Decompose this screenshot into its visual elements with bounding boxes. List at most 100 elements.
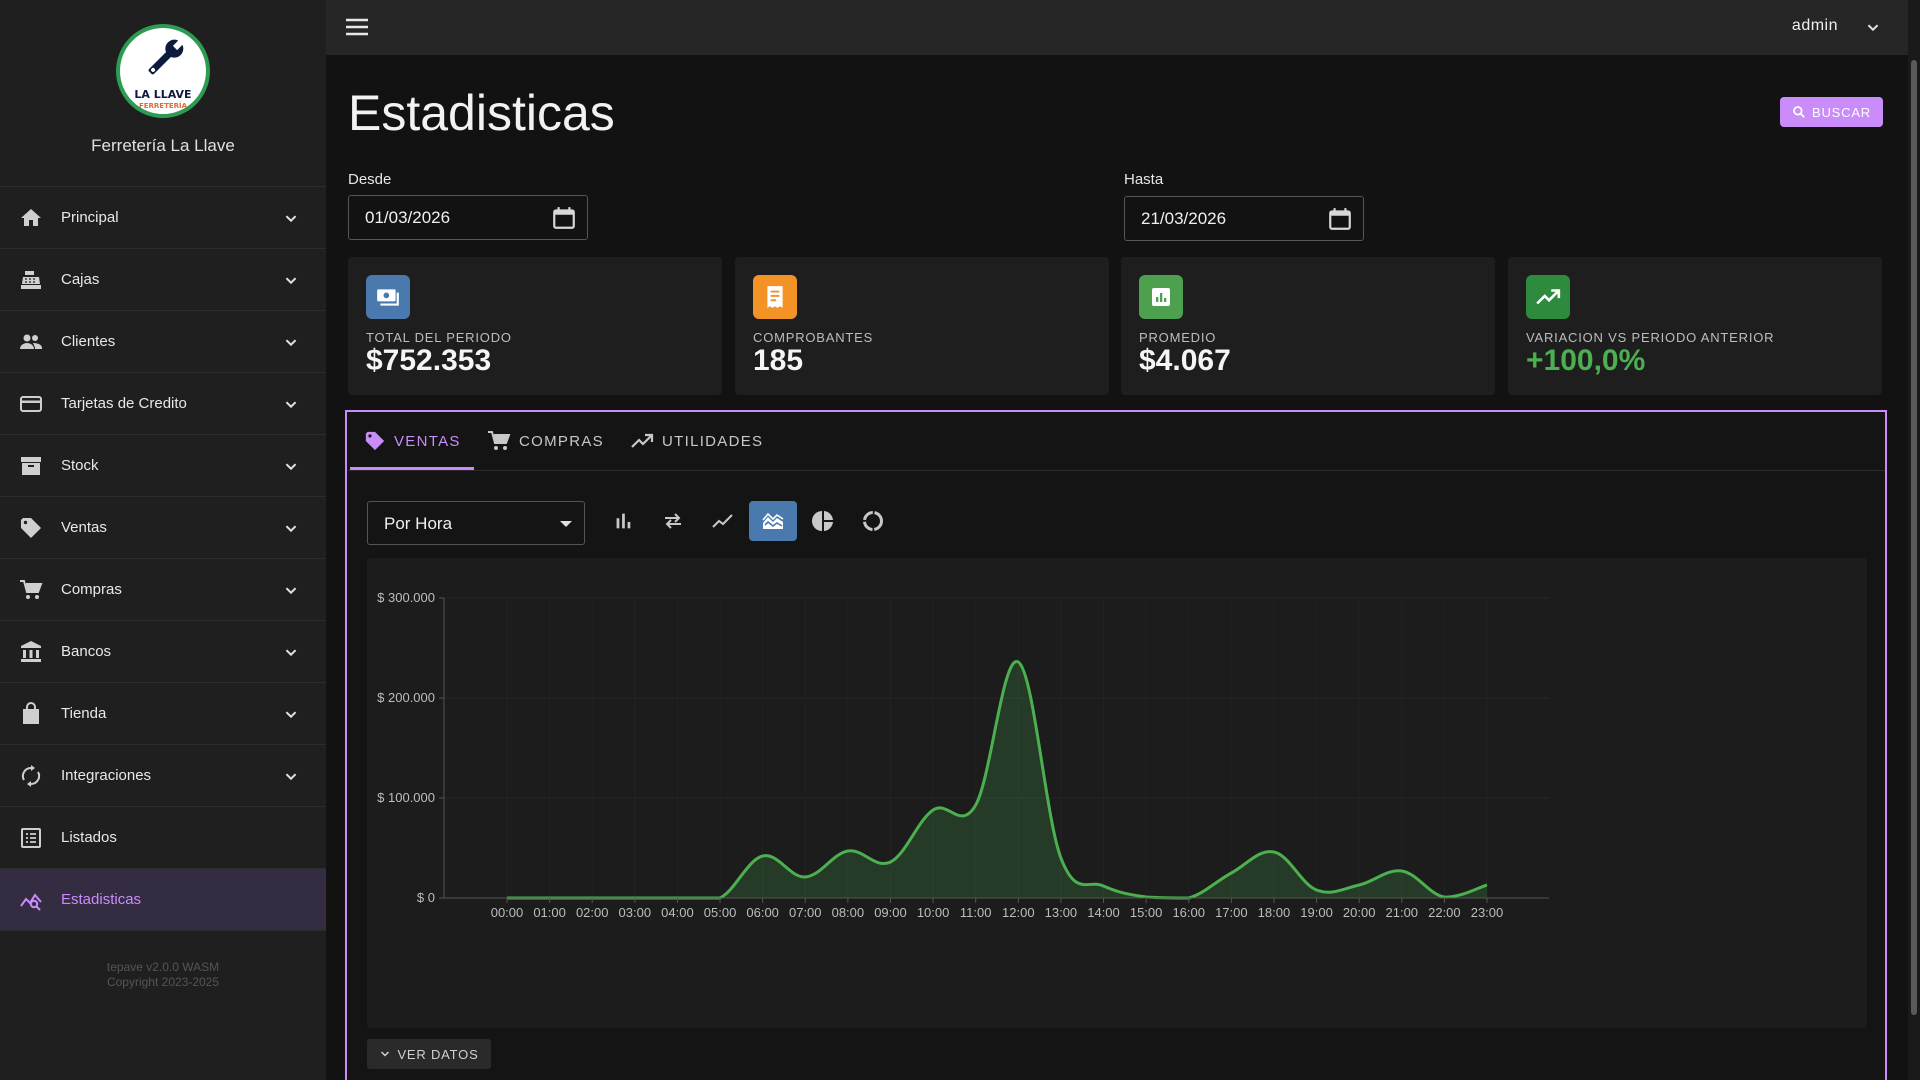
sidebar-item-label: Tarjetas de Credito (61, 395, 187, 412)
x-tick-label: 13:00 (1045, 905, 1078, 920)
copyright: Copyright 2023-2025 (106, 975, 220, 989)
sidebar: LA LLAVE FERRETERÍA Ferretería La Llave … (0, 0, 326, 1080)
y-tick-label: $ 300.000 (377, 590, 435, 605)
card-value: 185 (753, 344, 804, 377)
calendar-icon[interactable] (551, 205, 577, 231)
sidebar-item-clientes[interactable]: Clientes (0, 311, 326, 373)
area-chart: $ 0 $ 100.000 $ 200.000 $ 300.000 00:00 01:00… (377, 590, 1549, 920)
chevron-down-icon (285, 587, 297, 595)
x-tick-label: 06:00 (746, 905, 779, 920)
x-tick-label: 09:00 (874, 905, 907, 920)
y-tick-label: $ 200.000 (377, 690, 435, 705)
chevron-down-icon (285, 401, 297, 409)
sidebar-item-ventas[interactable]: Ventas (0, 497, 326, 559)
card-icon-bg (366, 275, 410, 319)
sidebar-item-label: Stock (61, 457, 99, 474)
chevron-down-icon (285, 277, 297, 285)
chart-type-pie-button[interactable] (799, 501, 847, 541)
x-tick-label: 21:00 (1386, 905, 1419, 920)
data-point[interactable] (760, 853, 766, 859)
tab-ventas[interactable]: VENTAS (364, 412, 461, 470)
sidebar-item-bancos[interactable]: Bancos (0, 621, 326, 683)
data-point[interactable] (1356, 882, 1362, 888)
sidebar-item-cajas[interactable]: Cajas (0, 249, 326, 311)
sidebar-item-label: Compras (61, 581, 122, 598)
app-bar: admin (326, 0, 1908, 55)
chevron-down-icon (285, 215, 297, 223)
sidebar-nav: Principal Cajas Clientes Tarjetas de Cre… (0, 187, 326, 931)
chart-type-area-button[interactable] (749, 501, 797, 541)
sidebar-item-integraciones[interactable]: Integraciones (0, 745, 326, 807)
x-tick-label: 07:00 (789, 905, 822, 920)
page-scrollbar[interactable] (1908, 0, 1920, 1080)
tab-label: UTILIDADES (662, 432, 764, 450)
hamburger-menu-icon[interactable] (344, 15, 370, 39)
sidebar-item-estadisticas[interactable]: Estadisticas (0, 869, 326, 931)
cart-icon (488, 431, 511, 450)
chart-type-donut-button[interactable] (849, 501, 897, 541)
calendar-icon[interactable] (1327, 206, 1353, 232)
chart-type-line-button[interactable] (699, 501, 747, 541)
desde-input[interactable] (365, 206, 535, 230)
data-point[interactable] (1015, 659, 1021, 665)
sidebar-item-compras[interactable]: Compras (0, 559, 326, 621)
x-tick-label: 15:00 (1130, 905, 1163, 920)
card-icon-bg (1139, 275, 1183, 319)
scrollbar-thumb[interactable] (1911, 60, 1917, 1015)
tab-label: VENTAS (394, 432, 461, 450)
data-point[interactable] (1484, 882, 1490, 888)
hasta-input[interactable] (1141, 207, 1311, 231)
sidebar-item-tienda[interactable]: Tienda (0, 683, 326, 745)
chevron-down-icon[interactable] (1862, 16, 1884, 38)
company-logo: LA LLAVE FERRETERÍA (116, 24, 210, 118)
sidebar-item-stock[interactable]: Stock (0, 435, 326, 497)
tab-compras[interactable]: COMPRAS (487, 412, 604, 470)
x-tick-label: 05:00 (704, 905, 737, 920)
data-point[interactable] (802, 874, 808, 880)
shopping-bag-icon (23, 702, 39, 724)
data-point[interactable] (930, 807, 936, 813)
data-point[interactable] (887, 859, 893, 865)
group-by-value: Por Hora (384, 514, 453, 533)
stat-card-variacion: VARIACION VS PERIODO ANTERIOR +100,0% (1508, 257, 1882, 395)
bar-chart-icon (616, 513, 631, 529)
sidebar-item-label: Bancos (61, 643, 112, 660)
search-icon (1793, 106, 1805, 118)
logo-subtext: FERRETERÍA (138, 102, 188, 110)
x-tick-label: 03:00 (619, 905, 652, 920)
chart-type-bar-button[interactable] (599, 501, 647, 541)
x-tick-label: 22:00 (1428, 905, 1461, 920)
payments-icon (377, 289, 399, 306)
data-point[interactable] (1314, 887, 1320, 893)
desde-label: Desde (348, 171, 392, 188)
y-tick-label: $ 100.000 (377, 790, 435, 805)
data-point[interactable] (973, 802, 979, 808)
hasta-label: Hasta (1124, 171, 1164, 188)
trending-up-icon (1536, 289, 1561, 305)
user-menu[interactable]: admin (1791, 17, 1838, 34)
sidebar-item-tarjetas[interactable]: Tarjetas de Credito (0, 373, 326, 435)
chart-type-swap-button[interactable] (649, 501, 697, 541)
stat-card-promedio: PROMEDIO $4.067 (1121, 257, 1495, 395)
data-point[interactable] (1228, 870, 1234, 876)
group-by-select[interactable]: Por Hora (367, 501, 585, 545)
archive-box-icon (21, 457, 41, 475)
sidebar-item-listados[interactable]: Listados (0, 807, 326, 869)
active-tab-indicator (350, 467, 474, 470)
brand-header: LA LLAVE FERRETERÍA Ferretería La Llave (0, 0, 326, 187)
x-tick-label: 02:00 (576, 905, 609, 920)
data-point[interactable] (845, 848, 851, 854)
area-chart-icon (762, 512, 784, 529)
x-tick-label: 14:00 (1087, 905, 1120, 920)
x-tick-label: 04:00 (661, 905, 694, 920)
sidebar-item-label: Listados (61, 829, 117, 846)
sidebar-item-principal[interactable]: Principal (0, 187, 326, 249)
data-point[interactable] (1058, 855, 1064, 861)
tab-utilidades[interactable]: UTILIDADES (630, 412, 763, 470)
ver-datos-button[interactable]: VER DATOS (367, 1039, 491, 1069)
x-tick-label: 23:00 (1471, 905, 1504, 920)
search-button[interactable]: BUSCAR (1780, 97, 1883, 127)
data-point[interactable] (1399, 868, 1405, 874)
data-point[interactable] (1271, 849, 1277, 855)
data-point[interactable] (1101, 883, 1107, 889)
